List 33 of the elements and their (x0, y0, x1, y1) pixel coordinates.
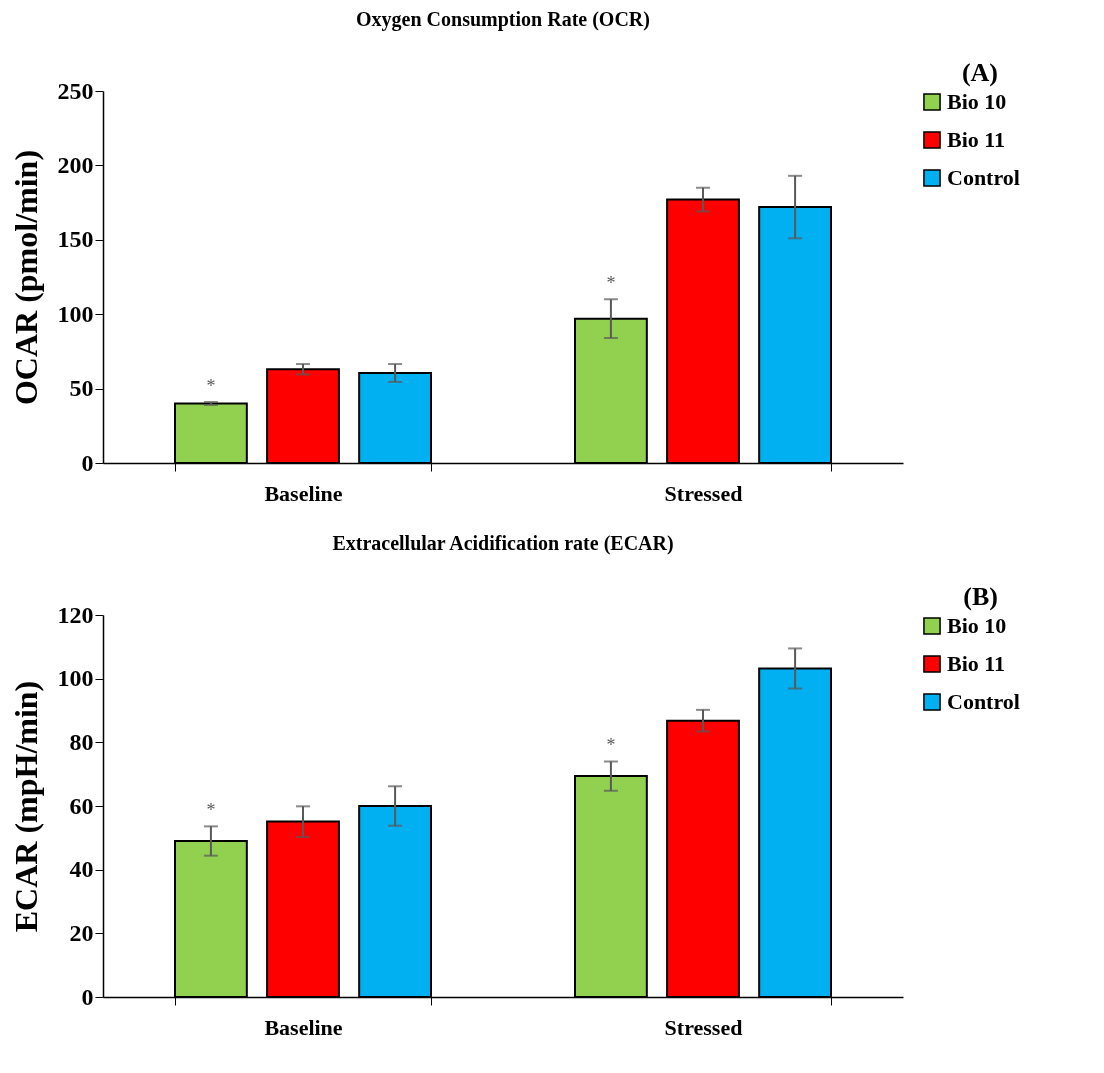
y-tick-label: 60 (69, 792, 94, 819)
legend-label: Control (947, 689, 1020, 714)
x-tick-label: Stressed (664, 480, 743, 506)
x-tick-label: Stressed (664, 1014, 743, 1040)
legend-label: Bio 10 (947, 613, 1007, 638)
legend-label: Bio 10 (947, 89, 1007, 114)
y-tick-label: 250 (57, 77, 94, 104)
annotation: * (606, 273, 616, 294)
annotation: * (206, 375, 216, 396)
text: (A) (961, 58, 998, 87)
chart-title: Oxygen Consumption Rate (OCR) (356, 8, 650, 31)
text: (B) (963, 582, 998, 611)
y-tick-label: 200 (57, 151, 94, 178)
y-tick-label: 40 (69, 856, 94, 883)
y-tick-label: 120 (57, 601, 94, 628)
x-tick-label: Baseline (264, 1014, 343, 1040)
y-tick-label: 80 (69, 728, 94, 755)
legend-label: Bio 11 (947, 651, 1006, 676)
y-axis-title: ECAR (mpH/min) (7, 680, 44, 933)
y-tick-label: 150 (57, 226, 94, 253)
y-tick-label: 50 (69, 375, 94, 402)
y-axis-title: OCAR (pmol/min) (7, 149, 44, 406)
legend-label: Control (947, 165, 1020, 190)
annotation: * (206, 800, 216, 821)
annotation: * (606, 735, 616, 756)
y-tick-label: 20 (69, 919, 94, 946)
y-tick-label: 100 (57, 300, 94, 327)
x-tick-label: Baseline (264, 480, 343, 506)
y-tick-label: 0 (81, 449, 94, 476)
y-tick-label: 100 (57, 665, 94, 692)
legend-label: Bio 11 (947, 127, 1006, 152)
chart-title: Extracellular Acidification rate (ECAR) (332, 532, 674, 555)
y-tick-label: 0 (81, 983, 94, 1010)
